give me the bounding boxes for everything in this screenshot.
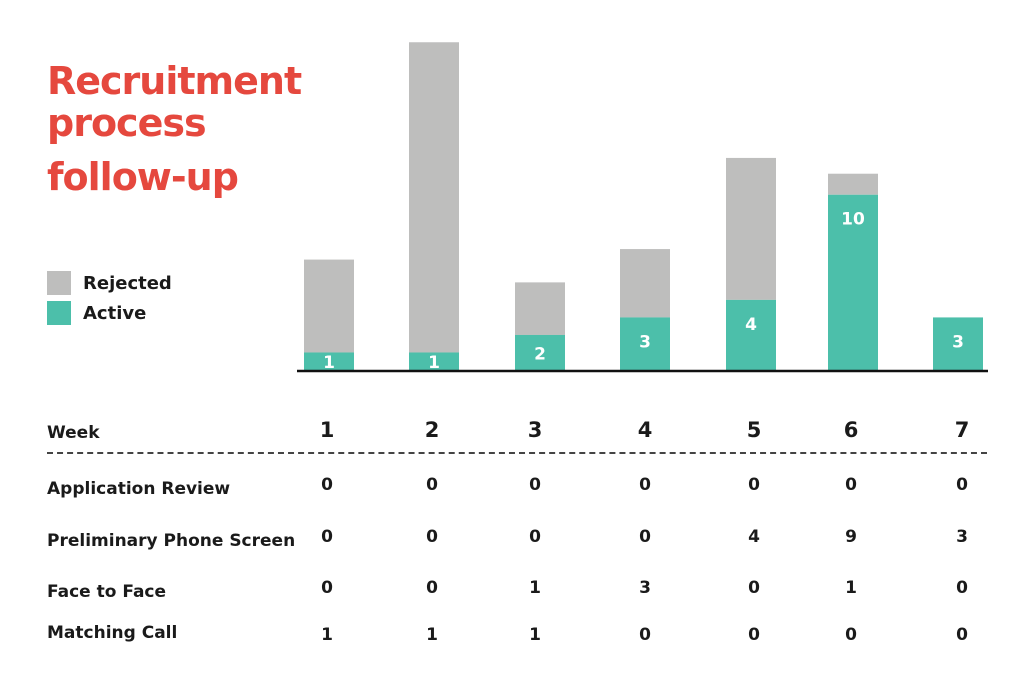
table-cell: 1 [529,578,541,598]
table-cell: 0 [956,578,968,598]
data-label-week-1: 1 [323,353,335,373]
bar-active-week-6 [828,194,878,370]
table-row-label: Preliminary Phone Screen [47,531,296,551]
legend-label-active: Active [83,302,147,324]
table-cell: 0 [748,475,760,495]
bar-active-week-5 [726,299,776,370]
legend-swatch-rejected [47,271,71,295]
bar-active-week-2 [409,352,459,370]
bar-active-week-1 [304,352,354,370]
table-cell: 3 [956,527,968,547]
table-header-week-4: 4 [637,418,653,442]
table-cell: 0 [321,578,333,598]
bar-rejected-week-1 [304,259,354,353]
table-cell: 1 [845,578,857,598]
table-cell: 0 [529,475,541,495]
table-header-week-2: 2 [424,418,440,442]
chart-title: Recruitment process follow-up [47,60,317,198]
data-label-week-3: 2 [534,344,546,364]
table-header-week-6: 6 [843,418,859,442]
data-label-week-7: 3 [952,332,964,352]
bar-active-week-4 [620,317,670,370]
table-cell: 1 [321,625,333,645]
title-line-2: process [47,101,207,145]
legend-label-rejected: Rejected [83,272,172,294]
table-cell: 3 [639,578,651,598]
table-divider [47,452,987,454]
legend-item-rejected: Rejected [47,268,172,298]
bar-rejected-week-2 [409,42,459,353]
table-cell: 0 [321,527,333,547]
table-cell: 9 [845,527,857,547]
table-header-week-5: 5 [746,418,762,442]
bar-rejected-week-4 [620,249,670,318]
table-cell: 0 [639,625,651,645]
bar-rejected-week-6 [828,173,878,195]
table-cell: 0 [426,578,438,598]
legend-swatch-active [47,301,71,325]
table-cell: 0 [956,475,968,495]
table-row-label: Matching Call [47,623,178,643]
table-cell: 0 [426,475,438,495]
table-row-label: Application Review [47,479,231,499]
data-label-week-5: 4 [745,315,757,335]
table-cell: 0 [845,625,857,645]
table-cell: 0 [639,475,651,495]
table-cell: 0 [748,578,760,598]
legend-item-active: Active [47,298,172,328]
table-header-week-1: 1 [319,418,335,442]
data-label-week-2: 1 [428,353,440,373]
bar-rejected-week-3 [515,282,565,335]
legend: Rejected Active [47,268,172,328]
title-line-3: follow-up [47,155,239,199]
table-cell: 0 [321,475,333,495]
table-cell: 1 [426,625,438,645]
table-row-label: Face to Face [47,582,167,602]
bar-rejected-week-5 [726,157,776,300]
bar-chart: 1 1 2 3 4 10 3 [297,42,988,373]
table-cell: 0 [956,625,968,645]
table-cell: 0 [529,527,541,547]
table-cell: 4 [748,527,760,547]
table-cell: 1 [529,625,541,645]
bar-active-week-7 [933,317,983,370]
table-cell: 0 [845,475,857,495]
data-label-week-4: 3 [639,332,651,352]
data-label-week-6: 10 [841,210,865,230]
table-header-week-7: 7 [954,418,970,442]
bar-active-week-3 [515,334,565,370]
table-header-week-label: Week [47,423,100,443]
table-cell: 0 [639,527,651,547]
table-cell: 0 [748,625,760,645]
title-line-1: Recruitment [47,59,302,103]
table-cell: 0 [426,527,438,547]
table-header-week-3: 3 [527,418,543,442]
